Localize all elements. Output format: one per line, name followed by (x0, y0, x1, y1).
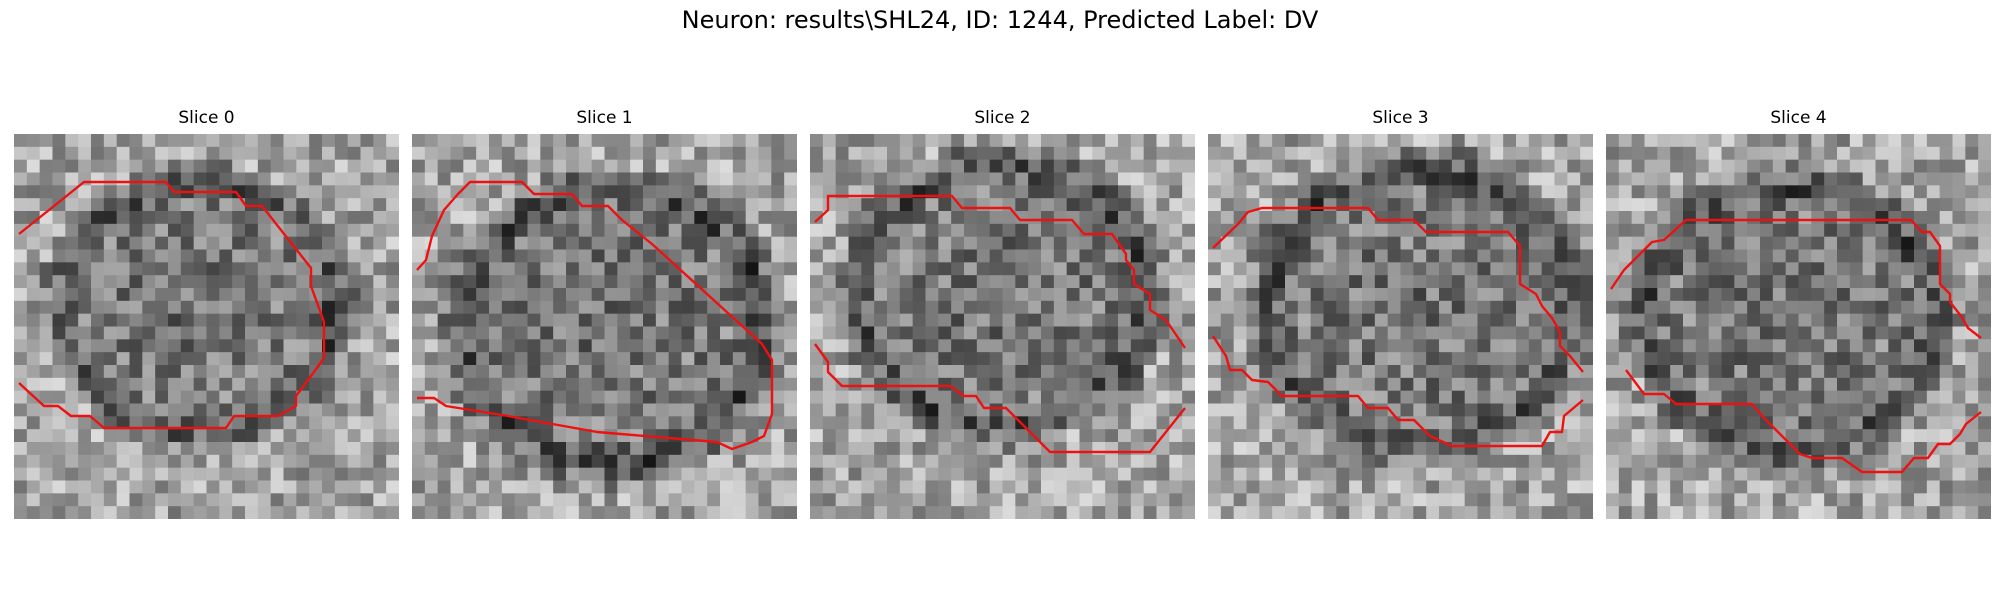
contour-line (814, 343, 1186, 454)
slice-title: Slice 3 (1372, 108, 1429, 128)
slice-title: Slice 2 (974, 108, 1031, 128)
slice-mosaic (412, 134, 797, 519)
contour-line (416, 180, 774, 451)
slice-image (1208, 134, 1593, 519)
slice-image (412, 134, 797, 519)
slice-mosaic (1208, 134, 1593, 519)
slice-panel-4: Slice 4 (1606, 108, 1991, 528)
contour-line (1211, 335, 1584, 448)
slice-mosaic (810, 134, 1195, 519)
contour-line (1212, 206, 1584, 373)
slice-mosaic (14, 134, 399, 519)
figure-title: Neuron: results\SHL24, ID: 1244, Predict… (681, 6, 1319, 34)
slice-panel-3: Slice 3 (1208, 108, 1593, 528)
slice-title: Slice 4 (1770, 108, 1827, 128)
slice-mosaic (1606, 134, 1991, 519)
contour-line (1610, 218, 1982, 339)
contour-line (18, 180, 326, 430)
slice-image (810, 134, 1195, 519)
slice-image (1606, 134, 1991, 519)
slice-panel-1: Slice 1 (412, 108, 797, 528)
slice-title: Slice 1 (576, 108, 633, 128)
slice-panel-2: Slice 2 (810, 108, 1195, 528)
contour-line (814, 194, 1186, 349)
slice-panel-0: Slice 0 (14, 108, 399, 528)
contour-line (1625, 369, 1982, 474)
slice-image (14, 134, 399, 519)
slice-title: Slice 0 (178, 108, 235, 128)
